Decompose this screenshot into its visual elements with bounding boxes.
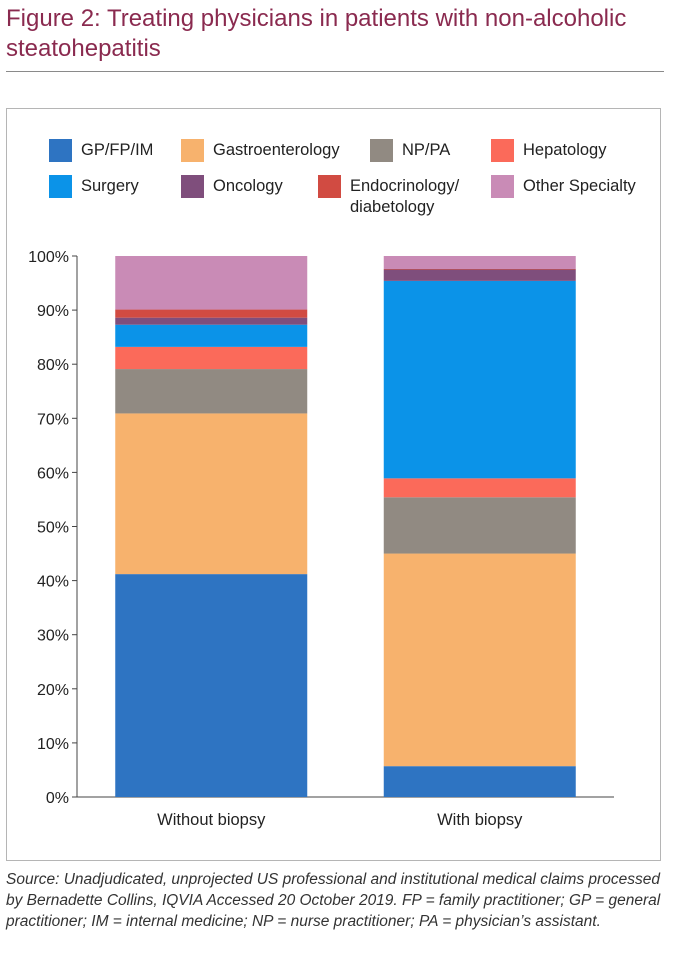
bar-segment — [115, 369, 308, 414]
legend-swatch — [181, 175, 204, 198]
bar-segment — [383, 280, 576, 479]
legend-swatch — [181, 139, 204, 162]
legend-label: NP/PA — [402, 141, 451, 159]
bar-segment — [383, 269, 576, 281]
legend-label: Gastroenterology — [213, 141, 340, 159]
bar-segment — [383, 497, 576, 554]
y-tick-label: 10% — [37, 736, 69, 753]
legend-swatch — [491, 139, 514, 162]
legend-swatch — [491, 175, 514, 198]
bar-segment — [383, 478, 576, 498]
legend-swatch — [318, 175, 341, 198]
y-tick-label: 70% — [37, 411, 69, 428]
bar-segment — [383, 268, 576, 270]
bar-segment — [115, 309, 308, 318]
y-tick-label: 20% — [37, 682, 69, 699]
legend-label: Surgery — [81, 177, 139, 195]
legend-swatch — [370, 139, 393, 162]
legend-label: GP/FP/IM — [81, 141, 154, 159]
bar-segment — [115, 346, 308, 370]
figure-title: Figure 2: Treating physicians in patient… — [6, 5, 627, 62]
legend-label: Other Specialty — [523, 177, 636, 195]
legend-label: Endocrinology/ diabetology — [350, 177, 460, 216]
bar-segment — [115, 574, 308, 797]
y-tick-label: 90% — [37, 303, 69, 320]
y-tick-label: 80% — [37, 357, 69, 374]
bar-segment — [115, 256, 308, 310]
legend-label: Oncology — [213, 177, 283, 195]
legend-swatch — [49, 175, 72, 198]
y-tick-label: 30% — [37, 628, 69, 645]
bar-segment — [115, 324, 308, 347]
bar-segment — [383, 553, 576, 767]
y-tick-label: 40% — [37, 574, 69, 591]
chart-frame — [6, 108, 661, 861]
bar-segment — [115, 317, 308, 325]
title-divider — [6, 71, 664, 72]
y-tick-label: 0% — [46, 790, 69, 807]
legend-label: Hepatology — [523, 141, 607, 159]
bar-segment — [383, 256, 576, 269]
bar-segment — [115, 413, 308, 575]
x-tick-label: With biopsy — [437, 811, 523, 829]
y-tick-label: 50% — [37, 520, 69, 537]
x-tick-label: Without biopsy — [157, 811, 266, 829]
figure-source-note: Source: Unadjudicated, unprojected US pr… — [6, 871, 661, 930]
legend-swatch — [49, 139, 72, 162]
y-tick-label: 100% — [28, 249, 69, 266]
bar-segment — [383, 766, 576, 797]
y-tick-label: 60% — [37, 465, 69, 482]
